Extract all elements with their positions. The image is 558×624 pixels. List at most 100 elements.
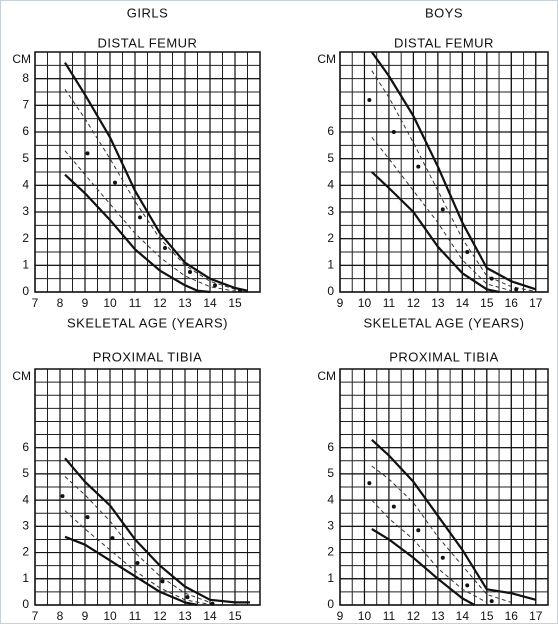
x-tick-label: 11 xyxy=(383,296,396,310)
y-tick-label: 2 xyxy=(22,545,29,559)
data-point xyxy=(416,164,421,169)
data-point xyxy=(135,561,140,566)
y-tick-label: 6 xyxy=(22,124,29,138)
x-tick-label: 13 xyxy=(431,609,445,623)
y-tick-label: 6 xyxy=(327,124,334,138)
x-tick-label: 11 xyxy=(129,296,142,310)
plot-border xyxy=(339,368,549,606)
x-tick-label: 13 xyxy=(431,296,445,310)
x-tick-label: 10 xyxy=(103,609,117,623)
x-tick-label: 17 xyxy=(529,609,543,623)
x-tick-label: 8 xyxy=(57,296,64,310)
data-point xyxy=(160,579,165,584)
x-tick-label: 16 xyxy=(505,609,519,623)
plot-border xyxy=(34,368,261,606)
x-tick-label: 9 xyxy=(337,296,344,310)
x-axis-label: SKELETAL AGE (YEARS) xyxy=(67,315,228,330)
dashed-line xyxy=(371,465,512,603)
data-point xyxy=(391,130,396,134)
x-tick-label: 7 xyxy=(32,296,39,310)
data-point xyxy=(213,283,217,288)
data-point xyxy=(110,536,115,541)
x-tick-label: 13 xyxy=(178,609,192,623)
data-point xyxy=(391,504,396,509)
x-tick-label: 15 xyxy=(228,609,242,623)
x-tick-label: 13 xyxy=(178,296,192,310)
plot-border xyxy=(34,51,261,293)
y-tick-label: 0 xyxy=(22,284,29,298)
y-tick-label: 3 xyxy=(327,519,334,533)
y-tick-label: 2 xyxy=(327,545,334,559)
x-tick-label: 16 xyxy=(505,296,519,310)
dashed-line xyxy=(371,136,512,292)
x-tick-label: 10 xyxy=(358,609,372,623)
data-point xyxy=(185,595,190,600)
x-tick-label: 17 xyxy=(529,296,543,310)
data-point xyxy=(465,250,470,254)
y-tick-label: 4 xyxy=(327,178,334,192)
y-tick-label: 7 xyxy=(22,98,29,112)
y-tick-label: 2 xyxy=(22,231,29,245)
x-tick-label: 12 xyxy=(407,609,421,623)
y-tick-label: 4 xyxy=(22,492,29,506)
y-tick-label: 2 xyxy=(327,231,334,245)
solid-line xyxy=(64,173,211,294)
x-tick-label: 9 xyxy=(82,609,89,623)
y-tick-label: 5 xyxy=(327,151,334,165)
y-tick-label: 0 xyxy=(22,597,29,611)
data-point xyxy=(514,287,519,292)
group-label: BOYS xyxy=(425,5,463,20)
y-axis-label: CM xyxy=(12,52,31,66)
x-tick-label: 15 xyxy=(480,609,494,623)
solid-line xyxy=(64,535,198,607)
y-tick-label: 5 xyxy=(22,466,29,480)
dashed-line xyxy=(64,150,236,292)
group-label: GIRLS xyxy=(127,5,169,20)
y-tick-label: 3 xyxy=(22,204,29,218)
x-tick-label: 9 xyxy=(337,609,344,623)
x-tick-label: 10 xyxy=(103,296,117,310)
chart-title: DISTAL FEMUR xyxy=(394,35,494,50)
y-axis-label: CM xyxy=(317,369,336,383)
y-tick-label: 3 xyxy=(327,204,334,218)
solid-line xyxy=(371,438,537,601)
dashed-line xyxy=(64,476,211,603)
x-tick-label: 11 xyxy=(383,609,396,623)
x-tick-label: 15 xyxy=(228,296,242,310)
x-tick-label: 12 xyxy=(407,296,421,310)
chart-title: PROXIMAL TIBIA xyxy=(389,349,499,364)
plot-border xyxy=(339,51,549,293)
x-tick-label: 14 xyxy=(456,609,470,623)
y-tick-label: 8 xyxy=(22,71,29,85)
x-tick-label: 9 xyxy=(82,296,89,310)
y-tick-label: 0 xyxy=(327,597,334,611)
y-tick-label: 6 xyxy=(327,440,334,454)
x-tick-label: 10 xyxy=(358,296,372,310)
y-tick-label: 1 xyxy=(22,258,29,272)
dashed-line xyxy=(64,510,211,605)
data-point xyxy=(113,180,117,185)
y-tick-label: 6 xyxy=(22,440,29,454)
solid-line xyxy=(64,457,250,604)
solid-line xyxy=(64,62,248,292)
x-tick-label: 11 xyxy=(129,609,142,623)
x-tick-label: 8 xyxy=(57,609,64,623)
x-tick-label: 14 xyxy=(456,296,470,310)
data-point xyxy=(489,599,494,604)
y-tick-label: 1 xyxy=(22,571,29,585)
data-point xyxy=(367,481,372,486)
y-tick-label: 1 xyxy=(327,571,334,585)
y-tick-label: 0 xyxy=(327,284,334,298)
chart-title: DISTAL FEMUR xyxy=(98,35,198,50)
y-axis-label: CM xyxy=(317,52,336,66)
chart-title: PROXIMAL TIBIA xyxy=(93,349,203,364)
solid-line xyxy=(371,171,500,294)
y-tick-label: 5 xyxy=(22,151,29,165)
x-tick-label: 12 xyxy=(153,296,167,310)
x-tick-label: 7 xyxy=(32,609,39,623)
y-axis-label: CM xyxy=(12,369,31,383)
data-point xyxy=(489,276,494,281)
data-point xyxy=(440,555,445,560)
y-tick-label: 4 xyxy=(327,492,334,506)
